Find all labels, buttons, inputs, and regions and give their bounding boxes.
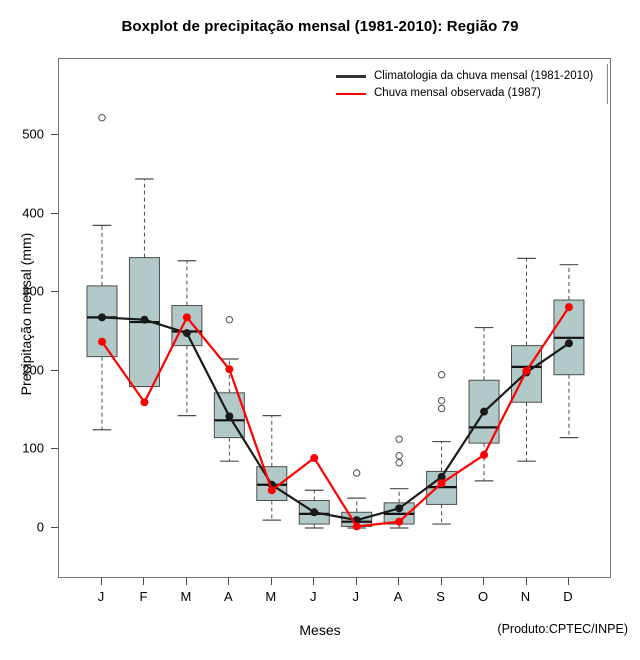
observed-point [352,522,361,531]
x-tick-mark [355,578,357,585]
x-tick-mark [525,578,527,585]
x-tick-mark [398,578,400,585]
x-tick-label: M [265,589,277,604]
observed-point [395,517,404,526]
y-tick-mark [51,527,58,528]
outlier-point [437,371,446,379]
observed-point [480,450,489,459]
y-tick-label: 0 [36,519,44,535]
outlier-point [437,396,446,405]
legend-item-climatology: Climatologia da chuva mensal (1981-2010) [336,68,607,85]
page-title: Boxplot de precipitação mensal (1981-201… [121,18,519,35]
observed-point [267,486,276,495]
climatology-point [395,504,404,513]
credit-note: (Produto:CPTEC/INPE) [497,622,628,636]
y-tick-label: 400 [22,205,44,221]
y-tick-mark [51,212,58,214]
observed-point [182,313,191,322]
x-tick-mark [483,578,485,585]
outlier-point [353,469,361,477]
y-tick-mark [51,369,58,371]
x-tick-label: J [97,589,105,604]
y-tick-mark [51,134,58,135]
observed-point [522,366,531,375]
boxplot-canvas [86,114,585,531]
legend: Climatologia da chuva mensal (1981-2010)… [332,64,608,104]
climatology-point [225,412,234,421]
climatology-point [437,472,446,481]
observed-line [101,306,570,528]
x-tick-mark [101,578,102,585]
observed-point [564,303,573,312]
observed-point [437,479,446,488]
x-tick-label: A [224,589,233,604]
observed-point [140,398,149,407]
legend-swatch-observed [336,92,366,95]
x-tick-mark [185,578,187,585]
y-tick-label: 100 [22,440,44,456]
climatology-point [480,407,489,416]
x-tick-label: J [352,589,359,604]
x-tick-label: D [563,589,573,604]
legend-label-climatology: Climatologia da chuva mensal (1981-2010) [374,70,594,82]
outlier-point [395,435,403,443]
outlier-point [395,459,403,467]
x-tick-mark [270,578,272,585]
x-tick-label: O [477,589,489,604]
outlier-point [225,316,234,324]
climatology-point [564,339,573,348]
x-tick-mark [143,578,145,585]
x-tick-label: S [436,589,445,604]
climatology-point [182,329,191,338]
plot-inner [59,59,610,577]
y-axis-title: Precipitação mensal (mm) [18,232,34,396]
x-axis-title: Meses [299,622,341,638]
x-tick-mark [440,578,442,585]
y-tick-mark [51,291,58,293]
y-tick-label: 200 [22,362,44,378]
climatology-point [310,508,319,517]
x-tick-mark [567,578,569,585]
climatology-point [98,313,106,322]
x-tick-mark [313,578,315,585]
x-tick-label: J [310,589,317,604]
climatology-point [140,315,149,324]
legend-label-observed: Chuva mensal observada (1987) [374,87,541,99]
outlier-point [98,114,106,122]
y-tick-mark [51,448,58,450]
y-tick-label: 500 [22,126,44,142]
outlier-point [395,451,403,460]
legend-swatch-climatology [336,75,366,78]
legend-item-observed: Chuva mensal observada (1987) [336,85,607,102]
outlier-point [437,404,446,413]
y-tick-label: 300 [22,283,44,299]
observed-point [310,454,319,463]
x-tick-label: M [180,589,192,604]
x-tick-label: F [139,589,148,604]
observed-point [225,365,234,374]
plot-area [58,58,611,578]
x-tick-label: N [520,589,531,604]
x-tick-label: A [393,589,403,604]
observed-point [98,337,106,346]
x-tick-mark [228,578,230,585]
